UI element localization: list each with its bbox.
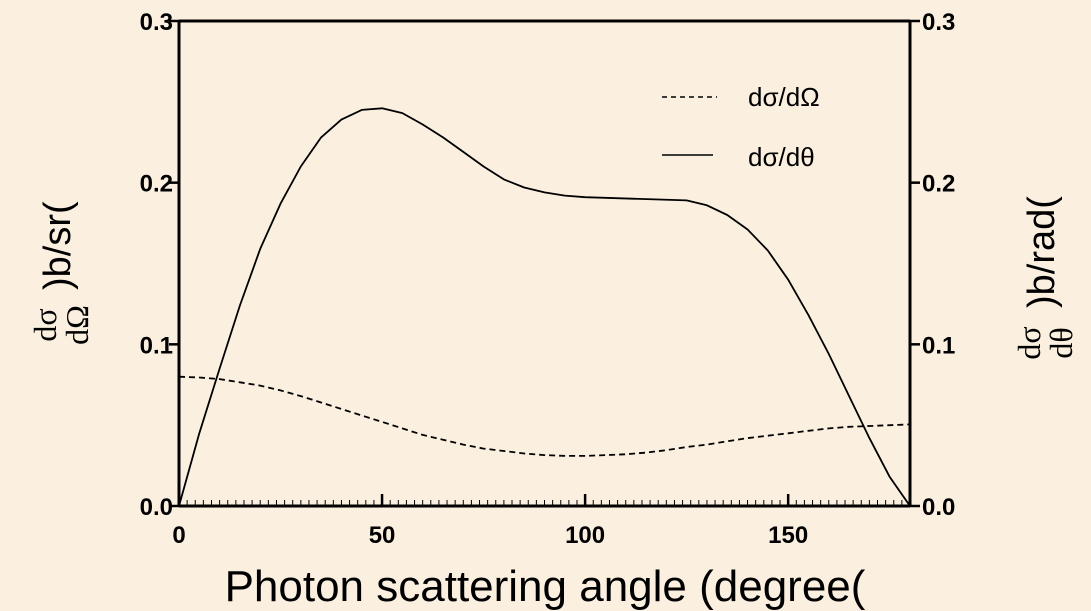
y-right-tick-label: 0.3 [922, 9, 955, 36]
series-line-dsigma-domega [178, 375, 911, 457]
y-axis-right-ticks: 0.0 0.1 0.2 0.3 [910, 9, 955, 521]
x-axis-ticks: 0 50 100 150 [172, 494, 911, 549]
x-tick-label: 50 [369, 522, 396, 549]
x-tick-label: 150 [768, 522, 808, 549]
series-line-dsigma-dtheta [178, 107, 911, 507]
legend: dσ/dΩ dσ/dθ [662, 82, 820, 172]
x-tick-label: 100 [565, 522, 605, 549]
y-left-tick-label: 0.2 [140, 171, 173, 198]
y-right-tick-label: 0.0 [922, 494, 955, 521]
y-axis-left-numerator: dσ [27, 308, 63, 341]
y-axis-left-denominator: dΩ [59, 305, 95, 345]
y-axis-left-title: dσ dΩ )b/sr( [27, 201, 95, 345]
series-layer [178, 107, 911, 507]
x-axis-title: Photon scattering angle (degree( [225, 562, 866, 611]
legend-label-dsigma-dtheta: dσ/dθ [748, 142, 815, 172]
y-axis-right-unit: )b/rad( [1021, 196, 1063, 308]
y-right-tick-label: 0.2 [922, 171, 955, 198]
x-tick-label: 0 [172, 522, 185, 549]
y-axis-left-unit: )b/sr( [37, 201, 79, 290]
y-right-tick-label: 0.1 [922, 332, 955, 359]
y-axis-right-denominator: dθ [1043, 327, 1079, 358]
y-axis-right-numerator: dσ [1011, 326, 1047, 359]
y-axis-right-title: dσ dθ )b/rad( [1011, 196, 1079, 360]
y-left-tick-label: 0.1 [140, 332, 173, 359]
y-axis-left-ticks: 0.0 0.1 0.2 0.3 [140, 9, 179, 521]
legend-label-dsigma-domega: dσ/dΩ [748, 82, 820, 112]
y-left-tick-label: 0.0 [140, 494, 173, 521]
y-left-tick-label: 0.3 [140, 9, 173, 36]
